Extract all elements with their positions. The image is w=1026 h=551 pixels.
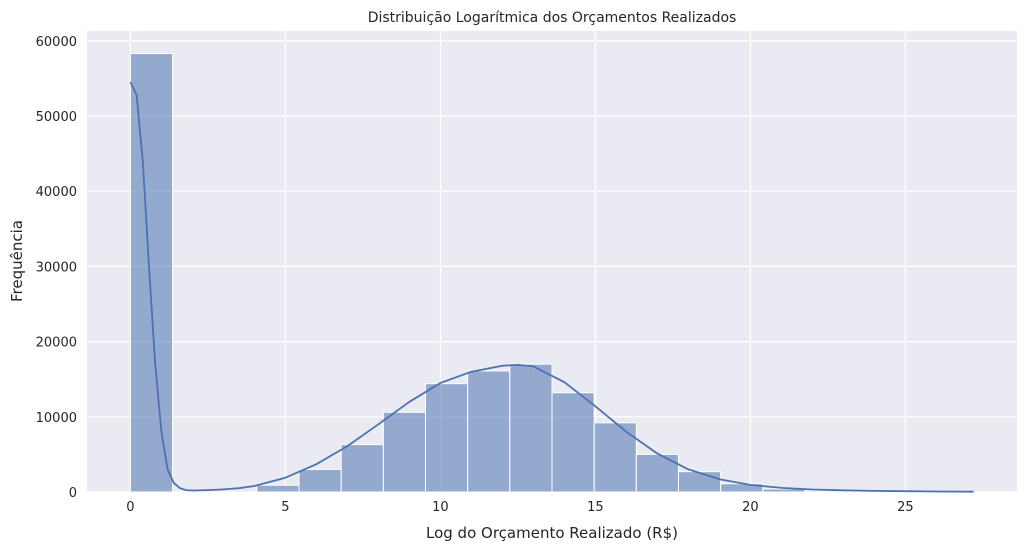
chart-title: Distribuição Logarítmica dos Orçamentos … [368, 10, 737, 26]
x-tick-label: 25 [897, 500, 914, 515]
histogram-bar [340, 444, 384, 493]
y-tick-label: 30000 [36, 260, 77, 275]
x-tick-labels: 0 5 10 15 20 25 [126, 500, 913, 515]
histogram-bar [593, 422, 637, 493]
x-tick-label: 0 [126, 500, 134, 515]
histogram-bar [509, 363, 553, 493]
histogram-bars [129, 53, 975, 493]
y-tick-label: 50000 [36, 110, 77, 125]
histogram-bar [635, 453, 679, 493]
histogram-bar [677, 471, 722, 493]
histogram-bar [298, 468, 342, 493]
x-tick-label: 15 [587, 500, 604, 515]
x-axis-label: Log do Orçamento Realizado (R$) [426, 524, 678, 542]
histogram-bar [551, 392, 595, 493]
histogram-bar [129, 53, 174, 493]
kde-curve [129, 81, 974, 493]
kde-line [129, 81, 974, 493]
y-tick-label: 60000 [36, 35, 77, 50]
y-tick-label: 0 [69, 486, 77, 501]
histogram-bar [467, 370, 511, 493]
x-tick-label: 10 [432, 500, 449, 515]
x-tick-label: 20 [742, 500, 759, 515]
y-tick-label: 20000 [36, 336, 77, 351]
histogram-bar [425, 383, 469, 493]
y-tick-label: 10000 [36, 411, 77, 426]
y-axis-label: Frequência [8, 220, 26, 302]
x-tick-label: 5 [281, 500, 289, 515]
y-tick-label: 40000 [36, 185, 77, 200]
histogram-bar [256, 484, 300, 493]
histogram-bar [382, 411, 427, 493]
y-tick-labels: 0 10000 20000 30000 40000 50000 60000 [36, 35, 77, 501]
